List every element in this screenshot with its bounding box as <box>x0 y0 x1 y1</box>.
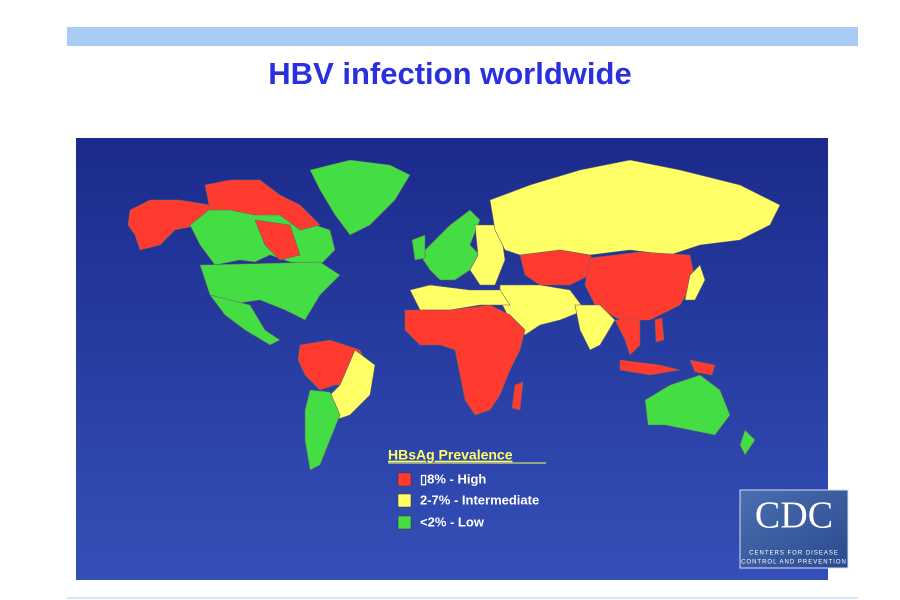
legend-label: 2-7% - Intermediate <box>420 492 539 507</box>
title: HBV infection worldwide <box>268 56 631 91</box>
legend: HBsAg Prevalence ▯8% - High 2-7% - Interm… <box>388 447 546 530</box>
cdc-logo: CDC Centers for Disease Control and Prev… <box>739 489 849 569</box>
logo-line: Control and Prevention <box>741 560 847 566</box>
legend-swatch <box>397 472 412 487</box>
legend-label: ▯8% - High <box>420 471 486 486</box>
legend-swatch <box>397 493 412 508</box>
legend-swatch <box>397 515 412 530</box>
legend-title: HBsAg Prevalence <box>388 447 513 463</box>
logo-box <box>739 489 849 569</box>
logo-line: Centers for Disease <box>749 551 839 557</box>
top-bar <box>67 27 858 46</box>
world-map <box>127 159 781 471</box>
legend-label: <2% - Low <box>420 514 485 529</box>
logo-name: CDC <box>755 495 833 537</box>
